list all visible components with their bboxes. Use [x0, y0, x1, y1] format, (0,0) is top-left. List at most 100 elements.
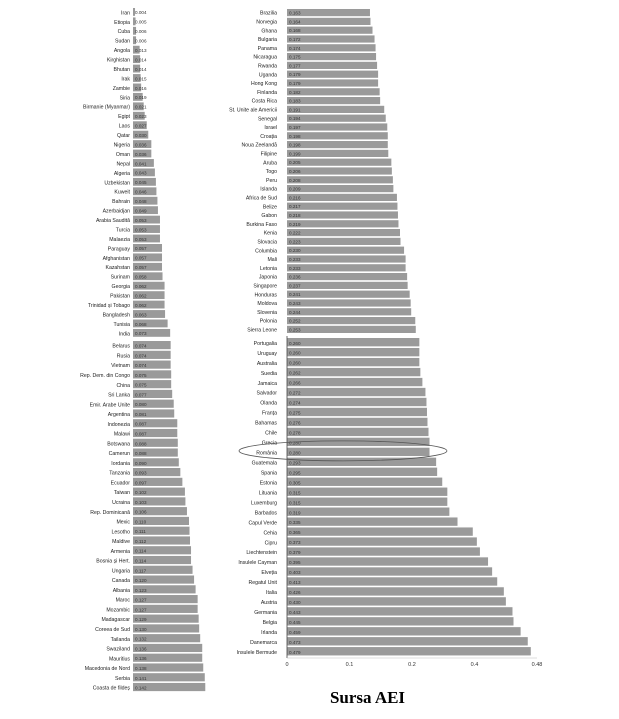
category-label: Madagascar	[101, 617, 130, 623]
value-label: 0.174	[289, 46, 301, 51]
category-label: Africa de Sud	[246, 196, 277, 202]
value-label: 0.236	[289, 275, 301, 280]
bar	[133, 468, 181, 477]
category-label: St. Unite ale Americii	[229, 108, 277, 114]
category-label: Cehia	[263, 530, 277, 536]
category-label: Japonia	[259, 275, 277, 281]
value-label: 0.080	[135, 402, 147, 407]
bar	[287, 176, 393, 184]
bar	[133, 595, 198, 604]
category-label: Swaziland	[106, 647, 130, 653]
bar	[133, 624, 200, 633]
bar	[133, 507, 187, 516]
bar	[133, 102, 144, 111]
category-label: Letonia	[260, 266, 277, 272]
bar	[287, 467, 438, 476]
category-label: Nigeria	[114, 143, 131, 149]
category-label: Mexic	[116, 520, 130, 526]
bar	[133, 477, 183, 486]
value-label: 0.102	[135, 490, 147, 495]
value-label: 0.043	[135, 171, 147, 176]
bar	[133, 215, 160, 224]
category-label: Suedia	[261, 371, 277, 377]
bar	[287, 290, 410, 298]
bar	[287, 577, 498, 586]
value-label: 0.182	[289, 90, 301, 95]
value-label: 0.206	[289, 169, 301, 174]
value-label: 0.373	[289, 540, 301, 545]
value-label: 0.198	[289, 134, 301, 139]
category-label: Gabon	[261, 213, 277, 219]
category-label: Burkina Faso	[246, 222, 277, 228]
category-label: Taiwan	[114, 490, 130, 496]
value-label: 0.335	[289, 520, 301, 525]
bar	[133, 634, 201, 643]
value-label: 0.218	[289, 213, 301, 218]
value-label: 0.014	[135, 57, 147, 62]
bar	[287, 255, 406, 263]
value-label: 0.305	[289, 480, 301, 485]
value-label: 0.015	[135, 76, 147, 81]
bar	[133, 341, 171, 350]
value-label: 0.208	[289, 178, 301, 183]
category-label: Mauritius	[109, 656, 130, 662]
bar	[287, 627, 521, 636]
category-label: Slovacia	[257, 240, 277, 246]
bar	[133, 8, 136, 16]
category-label: Malaezia	[109, 237, 130, 243]
value-label: 0.006	[135, 39, 147, 44]
bar	[133, 310, 166, 318]
category-label: Togo	[266, 169, 277, 175]
category-label: Franța	[262, 411, 277, 417]
category-label: Costa Rica	[252, 99, 277, 105]
category-label: Ungaria	[112, 568, 130, 574]
category-label: Islanda	[260, 187, 277, 193]
bar	[133, 536, 191, 545]
category-label: Israel	[264, 125, 277, 131]
bar	[133, 399, 174, 408]
bar	[133, 614, 199, 623]
x-tick-label: 0.2	[408, 662, 416, 668]
x-tick-label: 0.1	[346, 662, 354, 668]
value-label: 0.199	[289, 151, 301, 156]
bar	[133, 149, 152, 158]
category-label: Capul Verde	[248, 520, 277, 526]
bar	[287, 457, 437, 467]
bar	[133, 328, 171, 337]
value-label: 0.077	[135, 392, 147, 397]
value-label: 0.019	[135, 95, 147, 100]
category-label: Bahrain	[112, 199, 130, 205]
category-label: Albania	[113, 588, 130, 594]
value-label: 0.058	[135, 275, 147, 280]
bar	[287, 202, 398, 210]
category-label: Iordania	[111, 461, 130, 467]
category-label: Belize	[263, 204, 277, 210]
bar	[133, 458, 179, 467]
value-label: 0.280	[289, 440, 301, 445]
value-label: 0.276	[289, 421, 301, 426]
value-label: 0.280	[289, 450, 301, 455]
category-label: Panama	[258, 46, 277, 52]
value-label: 0.179	[289, 72, 301, 77]
category-label: Elveția	[261, 570, 277, 576]
category-label: Danemarca	[250, 640, 277, 646]
category-label: Columbia	[255, 248, 277, 254]
value-label: 0.023	[135, 114, 147, 119]
bar	[287, 220, 399, 228]
bar	[287, 17, 371, 25]
value-label: 0.253	[289, 327, 301, 332]
bar	[287, 114, 386, 122]
value-label: 0.198	[289, 143, 301, 148]
category-label: Noua Zeelandă	[242, 143, 278, 149]
bar	[133, 64, 141, 73]
value-label: 0.030	[135, 133, 147, 138]
value-label: 0.057	[135, 246, 147, 251]
bar	[287, 597, 506, 606]
bar	[133, 26, 137, 35]
value-label: 0.073	[135, 331, 147, 336]
category-label: Sierra Leone	[247, 328, 277, 334]
category-label: Trinidad și Tobago	[88, 303, 130, 309]
category-label: Argentina	[108, 412, 130, 418]
bar	[287, 347, 420, 357]
